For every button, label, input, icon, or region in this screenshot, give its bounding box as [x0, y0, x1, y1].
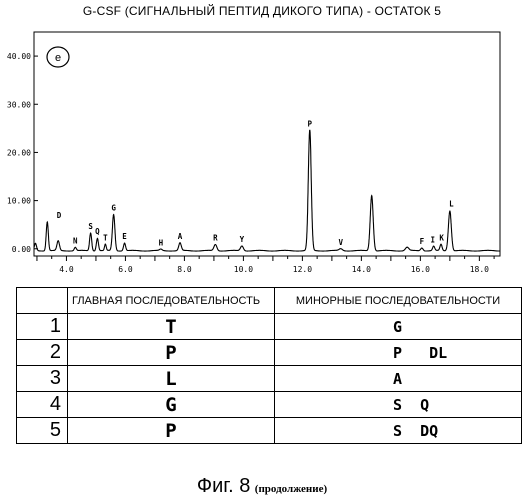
- table-row: 3 L A: [17, 366, 522, 392]
- peak-label: Y: [240, 235, 245, 244]
- x-tick-label: 8.0: [177, 265, 192, 274]
- y-tick-label: 10.00: [7, 197, 31, 206]
- x-tick-label: 4.0: [59, 265, 74, 274]
- x-tick-label: 16.0: [411, 265, 430, 274]
- peak-label: H: [159, 238, 164, 247]
- row-number: 3: [17, 366, 68, 392]
- x-tick-label: 18.0: [470, 265, 489, 274]
- peak-label: K: [439, 233, 444, 242]
- main-residue: P: [68, 418, 275, 444]
- peak-label: P: [308, 119, 313, 128]
- plot-frame: [34, 32, 500, 256]
- chromatogram-svg: 0.00 10.00 20.00 30.00 40.00 4.0 6.0 8.0 10.0 12.…: [0, 22, 524, 278]
- peak-label: I: [430, 235, 435, 244]
- row-number: 1: [17, 314, 68, 340]
- peak-label: N: [73, 236, 78, 245]
- chromatogram: 0.00 10.00 20.00 30.00 40.00 4.0 6.0 8.0 10.0 12.…: [0, 22, 524, 278]
- peak-label: V: [338, 238, 343, 247]
- minor-residues: S Q: [275, 392, 522, 418]
- y-tick-label: 40.00: [7, 52, 31, 61]
- row-number: 5: [17, 418, 68, 444]
- table-row: 2 P P DL: [17, 340, 522, 366]
- peak-label: A: [178, 232, 183, 241]
- minor-residues: G: [275, 314, 522, 340]
- header-minor-sequences: МИНОРНЫЕ ПОСЛЕДОВАТЕЛЬНОСТИ: [275, 288, 522, 314]
- minor-residues: P DL: [275, 340, 522, 366]
- minor-residues: S DQ: [275, 418, 522, 444]
- y-tick-label: 30.00: [7, 100, 31, 109]
- main-residue: G: [68, 392, 275, 418]
- minor-residues: A: [275, 366, 522, 392]
- main-residue: T: [68, 314, 275, 340]
- sequence-table: ГЛАВНАЯ ПОСЛЕДОВАТЕЛЬНОСТЬ МИНОРНЫЕ ПОСЛ…: [16, 287, 522, 444]
- figure-caption: Фиг. 8 (продолжение): [0, 475, 524, 498]
- peak-label: G: [111, 204, 116, 213]
- chart-title: G-CSF (СИГНАЛЬНЫЙ ПЕПТИД ДИКОГО ТИПА) - …: [0, 4, 524, 18]
- table-header-row: ГЛАВНАЯ ПОСЛЕДОВАТЕЛЬНОСТЬ МИНОРНЫЕ ПОСЛ…: [17, 288, 522, 314]
- peak-label: R: [213, 233, 218, 242]
- peak-label: Q: [95, 227, 100, 236]
- peak-label: E: [122, 232, 127, 241]
- y-tick-label: 20.00: [7, 148, 31, 157]
- main-residue: L: [68, 366, 275, 392]
- panel-label: e: [55, 52, 61, 64]
- peak-label: S: [88, 222, 93, 231]
- header-main-sequence: ГЛАВНАЯ ПОСЛЕДОВАТЕЛЬНОСТЬ: [68, 288, 275, 314]
- peak-label: F: [420, 237, 425, 246]
- x-tick-label: 6.0: [118, 265, 133, 274]
- peak-label: D: [57, 211, 62, 220]
- figure-note: (продолжение): [255, 483, 327, 495]
- row-number: 4: [17, 392, 68, 418]
- header-number: [17, 288, 68, 314]
- row-number: 2: [17, 340, 68, 366]
- x-tick-label: 10.0: [234, 265, 253, 274]
- peak-label: L: [449, 200, 454, 209]
- main-residue: P: [68, 340, 275, 366]
- table-row: 4 G S Q: [17, 392, 522, 418]
- x-tick-label: 14.0: [352, 265, 371, 274]
- peak-label: T: [103, 233, 108, 242]
- y-tick-label: 0.00: [12, 245, 31, 254]
- table-row: 5 P S DQ: [17, 418, 522, 444]
- table-row: 1 T G: [17, 314, 522, 340]
- figure-number: Фиг. 8: [197, 475, 250, 497]
- x-tick-label: 12.0: [293, 265, 312, 274]
